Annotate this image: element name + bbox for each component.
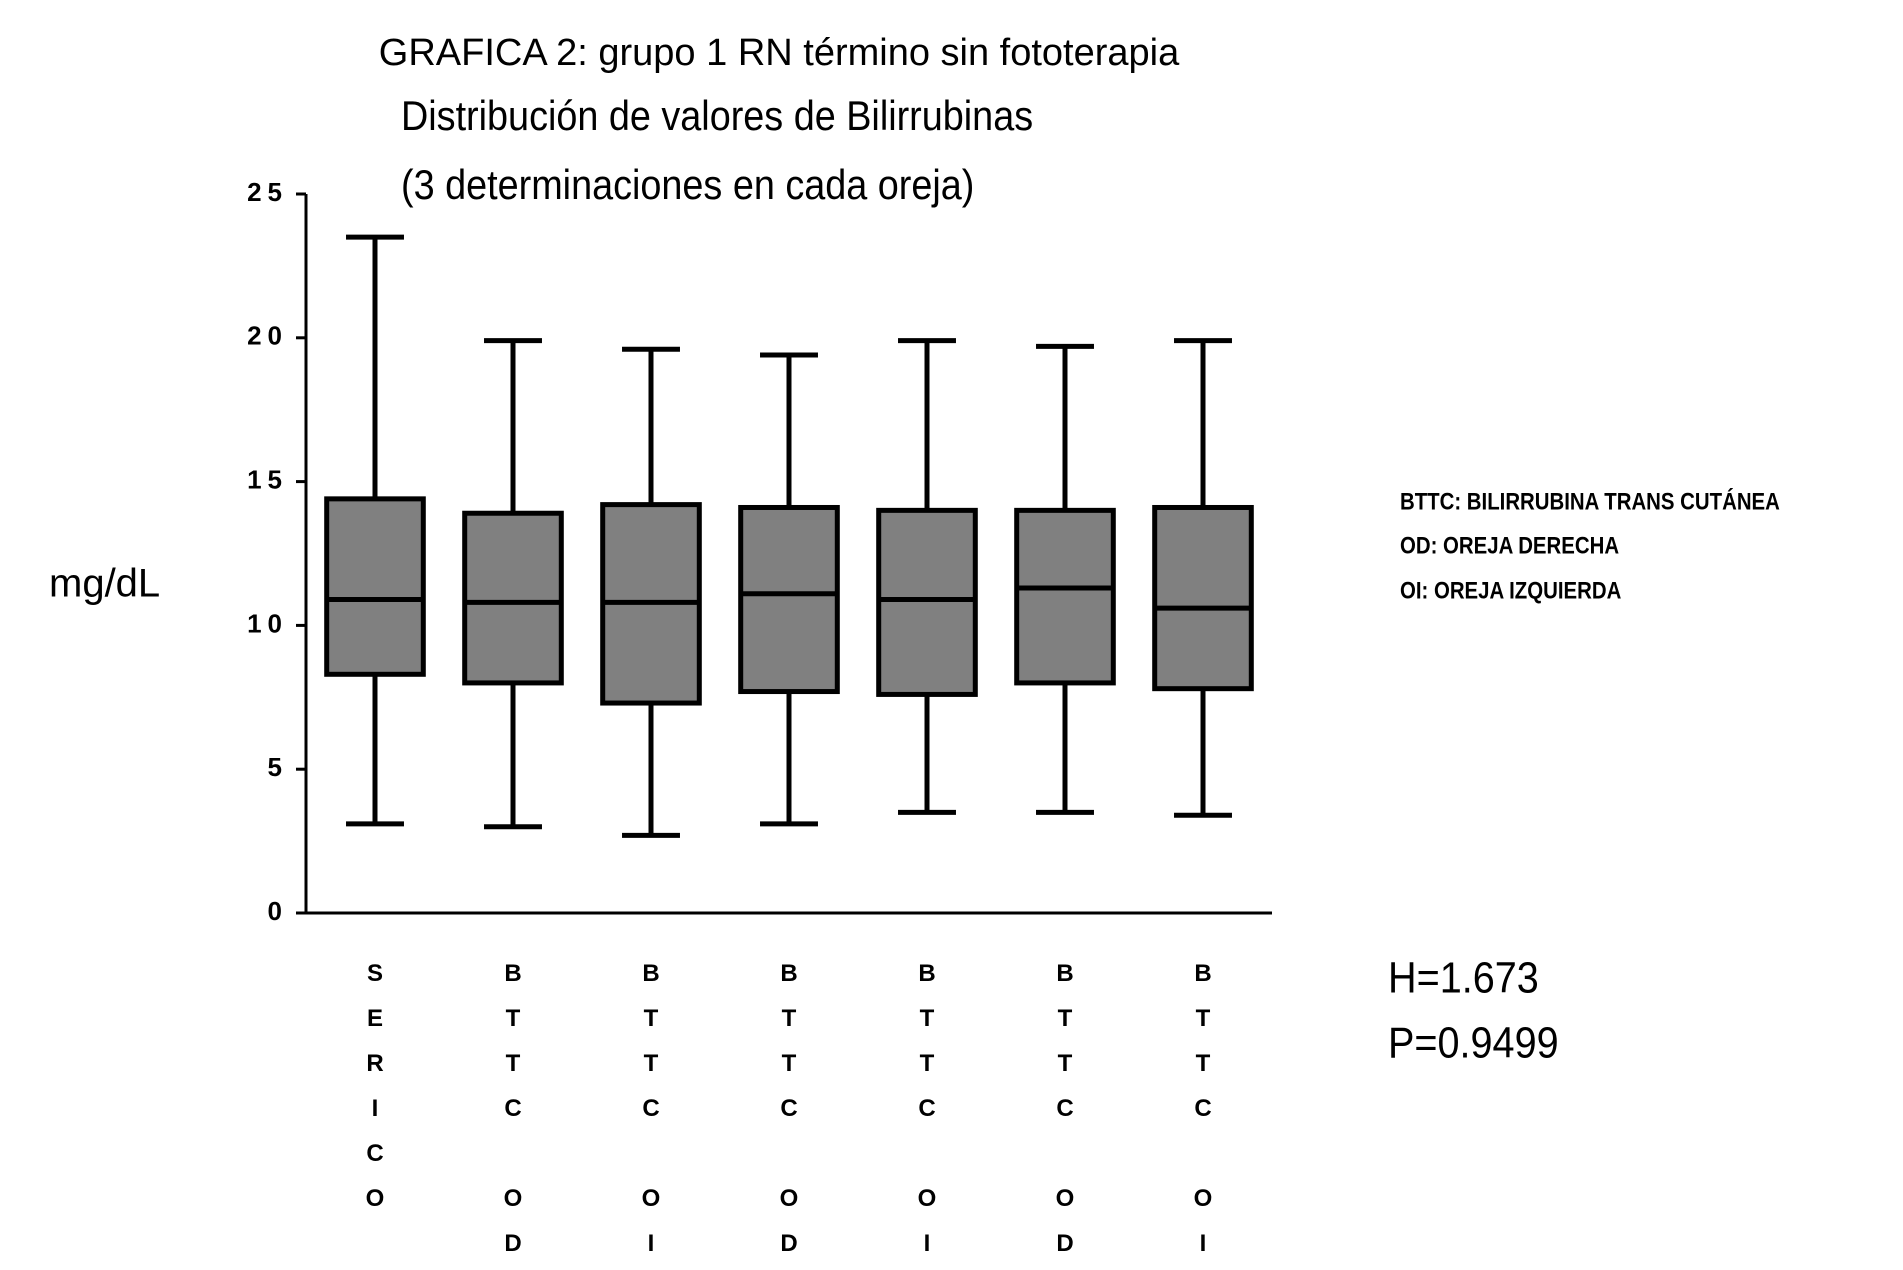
x-tick-label: BTTC OI2	[914, 960, 941, 1270]
box	[324, 496, 426, 677]
x-tick-label: SERICO	[362, 960, 389, 1230]
y-tick-label: 5	[268, 752, 288, 782]
x-tick-label: BTTC OI3	[1190, 960, 1217, 1270]
x-tick-label: BTTC OI1	[638, 960, 665, 1270]
statistic: H=1.673	[1388, 953, 1539, 1002]
y-tick-label: 0	[268, 896, 288, 926]
annotation: OD: OREJA DERECHA	[1400, 532, 1619, 559]
y-tick-label: 15	[247, 464, 288, 494]
box	[1014, 507, 1116, 686]
box	[462, 510, 564, 686]
box	[738, 504, 840, 695]
annotation: OI: OREJA IZQUIERDA	[1400, 577, 1621, 604]
chart-subtitle: Distribución de valores de Bilirrubinas	[401, 93, 1033, 139]
y-tick-label: 10	[247, 608, 288, 638]
box	[876, 507, 978, 697]
x-tick-label: BTTC OD2	[776, 960, 803, 1270]
chart-subtitle: (3 determinaciones en cada oreja)	[401, 162, 974, 208]
y-axis-label: mg/dL	[49, 562, 160, 606]
statistic: P=0.9499	[1388, 1018, 1559, 1067]
x-tick-label: BTTC OD1	[500, 960, 527, 1270]
x-tick-label: BTTC OD3	[1052, 960, 1079, 1270]
chart-title: GRAFICA 2: grupo 1 RN término sin fotote…	[379, 32, 1180, 74]
y-tick-label: 20	[247, 321, 288, 351]
y-tick-label: 25	[247, 177, 288, 207]
box	[1152, 504, 1254, 692]
annotation: BTTC: BILIRRUBINA TRANS CUTÁNEA	[1400, 488, 1780, 515]
